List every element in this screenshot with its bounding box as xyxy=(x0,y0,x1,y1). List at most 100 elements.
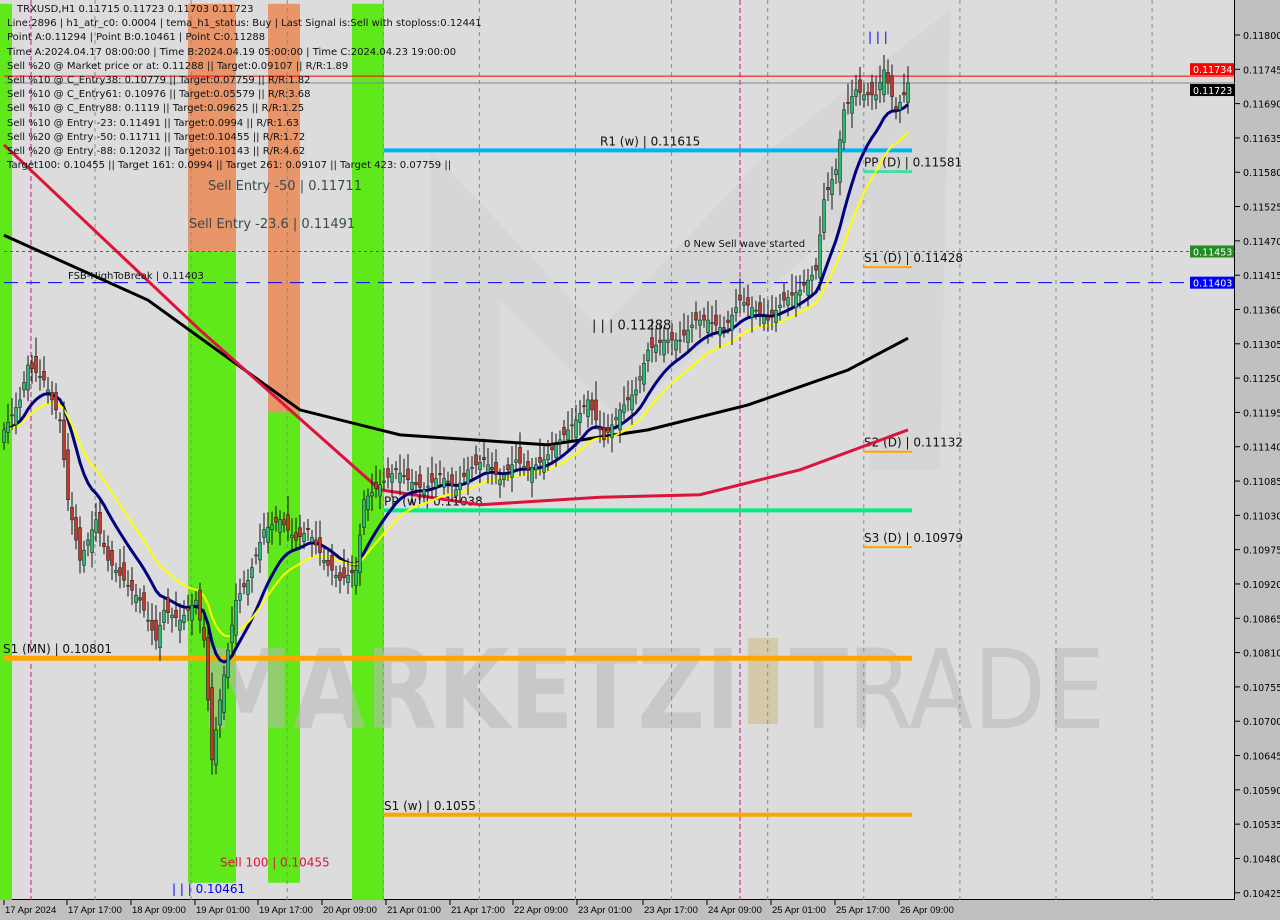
y-tick-label: 0.10865 xyxy=(1243,614,1280,625)
candle xyxy=(298,514,302,550)
candle-body xyxy=(138,597,142,601)
candle xyxy=(794,275,798,317)
candle-body xyxy=(422,489,426,496)
candle-body xyxy=(758,302,762,314)
candle xyxy=(178,603,182,644)
candle xyxy=(854,74,858,106)
candle xyxy=(558,430,562,456)
candle-body xyxy=(862,94,866,101)
candle-body xyxy=(626,397,630,401)
candle xyxy=(906,66,910,114)
candle-body xyxy=(50,392,54,401)
candle-body xyxy=(870,82,874,96)
candle xyxy=(110,540,114,581)
candle-body xyxy=(618,409,622,431)
candle xyxy=(142,585,146,618)
y-tick-label: 0.11030 xyxy=(1243,511,1280,522)
candle xyxy=(722,316,726,338)
candle-body xyxy=(394,468,398,471)
candle-body xyxy=(834,169,838,175)
candle xyxy=(362,490,366,535)
candle xyxy=(602,412,606,448)
candle-body xyxy=(330,555,334,571)
candle-body xyxy=(686,329,690,343)
candle-body xyxy=(46,389,50,393)
candle xyxy=(354,557,358,595)
candle-body xyxy=(614,417,618,421)
candle xyxy=(98,497,102,547)
pp-daily-label: PP (D) | 0.11581 xyxy=(864,156,962,170)
candle-body xyxy=(702,314,706,321)
chart-plot-area[interactable]: MARKETZI TRADE R1 (w) | 0.11615 PP (w) | 0.… xyxy=(0,0,1235,900)
candle-body xyxy=(902,92,906,96)
candle xyxy=(90,511,94,568)
symbol-quote-line: TRXUSD,H1 0.11715 0.11723 0.11703 0.1172… xyxy=(17,4,254,15)
candle xyxy=(562,419,566,443)
candle xyxy=(114,562,118,583)
candle-body xyxy=(578,412,582,423)
candle xyxy=(798,275,802,309)
watermark-logo-bar xyxy=(748,638,778,724)
watermark-logo xyxy=(430,10,950,470)
candle xyxy=(78,516,82,574)
candle-body xyxy=(182,614,186,623)
candle xyxy=(366,488,370,521)
candle xyxy=(154,605,158,650)
price-chart[interactable]: MARKETZI TRADE R1 (w) | 0.11615 PP (w) | 0.… xyxy=(0,0,1235,900)
candle-body xyxy=(202,627,206,641)
candle xyxy=(294,517,298,550)
candle xyxy=(738,278,742,314)
x-tick-label: 25 Apr 17:00 xyxy=(836,905,890,916)
candle-body xyxy=(530,467,534,483)
candle xyxy=(506,457,510,482)
candle-body xyxy=(670,332,674,341)
candle xyxy=(370,473,374,511)
candle xyxy=(730,307,734,346)
candle-body xyxy=(278,519,282,533)
chart-annotation: FSB-HighToBreak | 0.11403 xyxy=(68,271,204,282)
candle-body xyxy=(842,109,846,143)
candle xyxy=(234,583,238,645)
candle xyxy=(390,464,394,498)
candle-body xyxy=(370,492,374,497)
candle xyxy=(586,390,590,428)
signal-zone-orange xyxy=(188,3,236,252)
candle-body xyxy=(766,316,770,321)
candle xyxy=(578,400,582,436)
candle-body xyxy=(454,489,458,497)
candle-body xyxy=(14,407,18,426)
candle-body xyxy=(94,519,98,533)
candle xyxy=(462,458,466,484)
candle-body xyxy=(42,370,46,381)
x-tick-label: 20 Apr 09:00 xyxy=(323,905,377,916)
candle-body xyxy=(294,532,298,541)
candle-body xyxy=(110,550,114,566)
candle-body xyxy=(306,527,310,530)
candle xyxy=(378,469,382,510)
y-tick-label: 0.11195 xyxy=(1243,408,1280,419)
candle-body xyxy=(630,394,634,411)
price-badge xyxy=(1190,276,1234,289)
candle xyxy=(726,310,730,334)
candle-body xyxy=(726,319,730,323)
candle xyxy=(654,328,658,362)
candle xyxy=(206,620,210,712)
y-tick-label: 0.11580 xyxy=(1243,168,1280,179)
y-tick-label: 0.11250 xyxy=(1243,374,1280,385)
candle xyxy=(106,535,110,572)
candle xyxy=(638,365,642,394)
info-line: Sell %10 @ Entry -23: 0.11491 || Target:… xyxy=(7,117,299,129)
y-tick-label: 0.10755 xyxy=(1243,683,1280,694)
candle-body xyxy=(746,297,750,306)
candle xyxy=(630,379,634,425)
y-tick-label: 0.11360 xyxy=(1243,305,1280,316)
candle-body xyxy=(70,506,74,521)
candle-body xyxy=(406,468,410,481)
candle xyxy=(218,688,222,739)
candle-body xyxy=(802,282,806,286)
candle-body xyxy=(254,554,258,557)
candle-body xyxy=(794,292,798,308)
candle xyxy=(194,590,198,615)
candle-body xyxy=(526,461,530,471)
candle-body xyxy=(574,419,578,438)
